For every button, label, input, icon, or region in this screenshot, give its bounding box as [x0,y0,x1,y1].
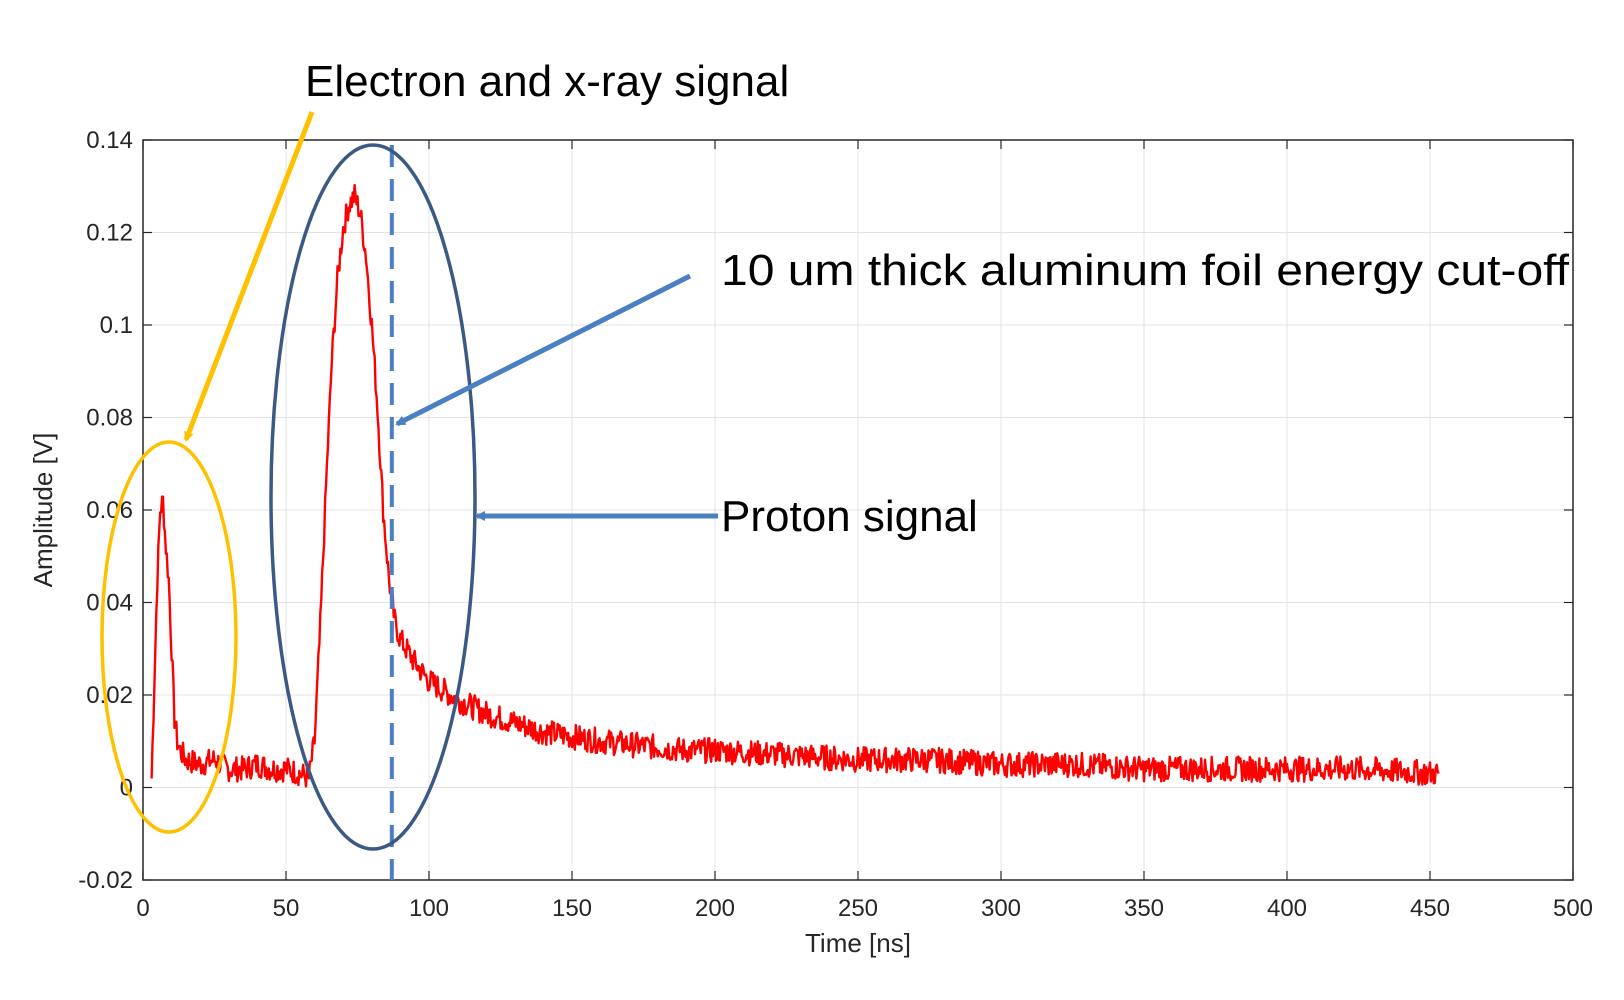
annotation-layer [100,111,718,880]
y-tick-label: 0.02 [86,682,133,709]
y-tick-label: 0.14 [86,127,133,154]
series-layer [150,183,1440,788]
y-tick-label: 0.12 [86,220,133,247]
x-tick-label: 50 [273,895,300,922]
x-tick-label: 0 [136,895,149,922]
x-tick-label: 400 [1267,895,1307,922]
y-tick-label: 0.06 [86,497,133,524]
x-tick-label: 200 [695,895,735,922]
annotation-proton-signal: Proton signal [721,492,978,541]
annotation-foil-cutoff: 10 um thick aluminum foil energy cut-off [721,246,1570,295]
y-tick-label: 0.1 [100,312,133,339]
electron-signal-ellipse [100,440,238,834]
x-tick-label: 150 [552,895,592,922]
x-tick-label: 250 [838,895,878,922]
electron-arrow [183,111,315,442]
y-tick-label: 0.04 [86,590,133,617]
y-tick-label: 0.08 [86,405,133,432]
cutoff-arrow [395,273,692,427]
x-axis-label: Time [ns] [805,928,911,958]
x-tick-label: 300 [981,895,1021,922]
annotation-electron-xray: Electron and x-ray signal [305,57,789,106]
x-tick-label: 500 [1553,895,1593,922]
series-line [150,183,1440,788]
x-tick-label: 100 [409,895,449,922]
proton-signal-ellipse [269,143,477,851]
y-tick-label: -0.02 [78,867,133,894]
x-tick-label: 450 [1410,895,1450,922]
y-axis-label: Amplitude [V] [28,433,58,588]
x-tick-label: 350 [1124,895,1164,922]
